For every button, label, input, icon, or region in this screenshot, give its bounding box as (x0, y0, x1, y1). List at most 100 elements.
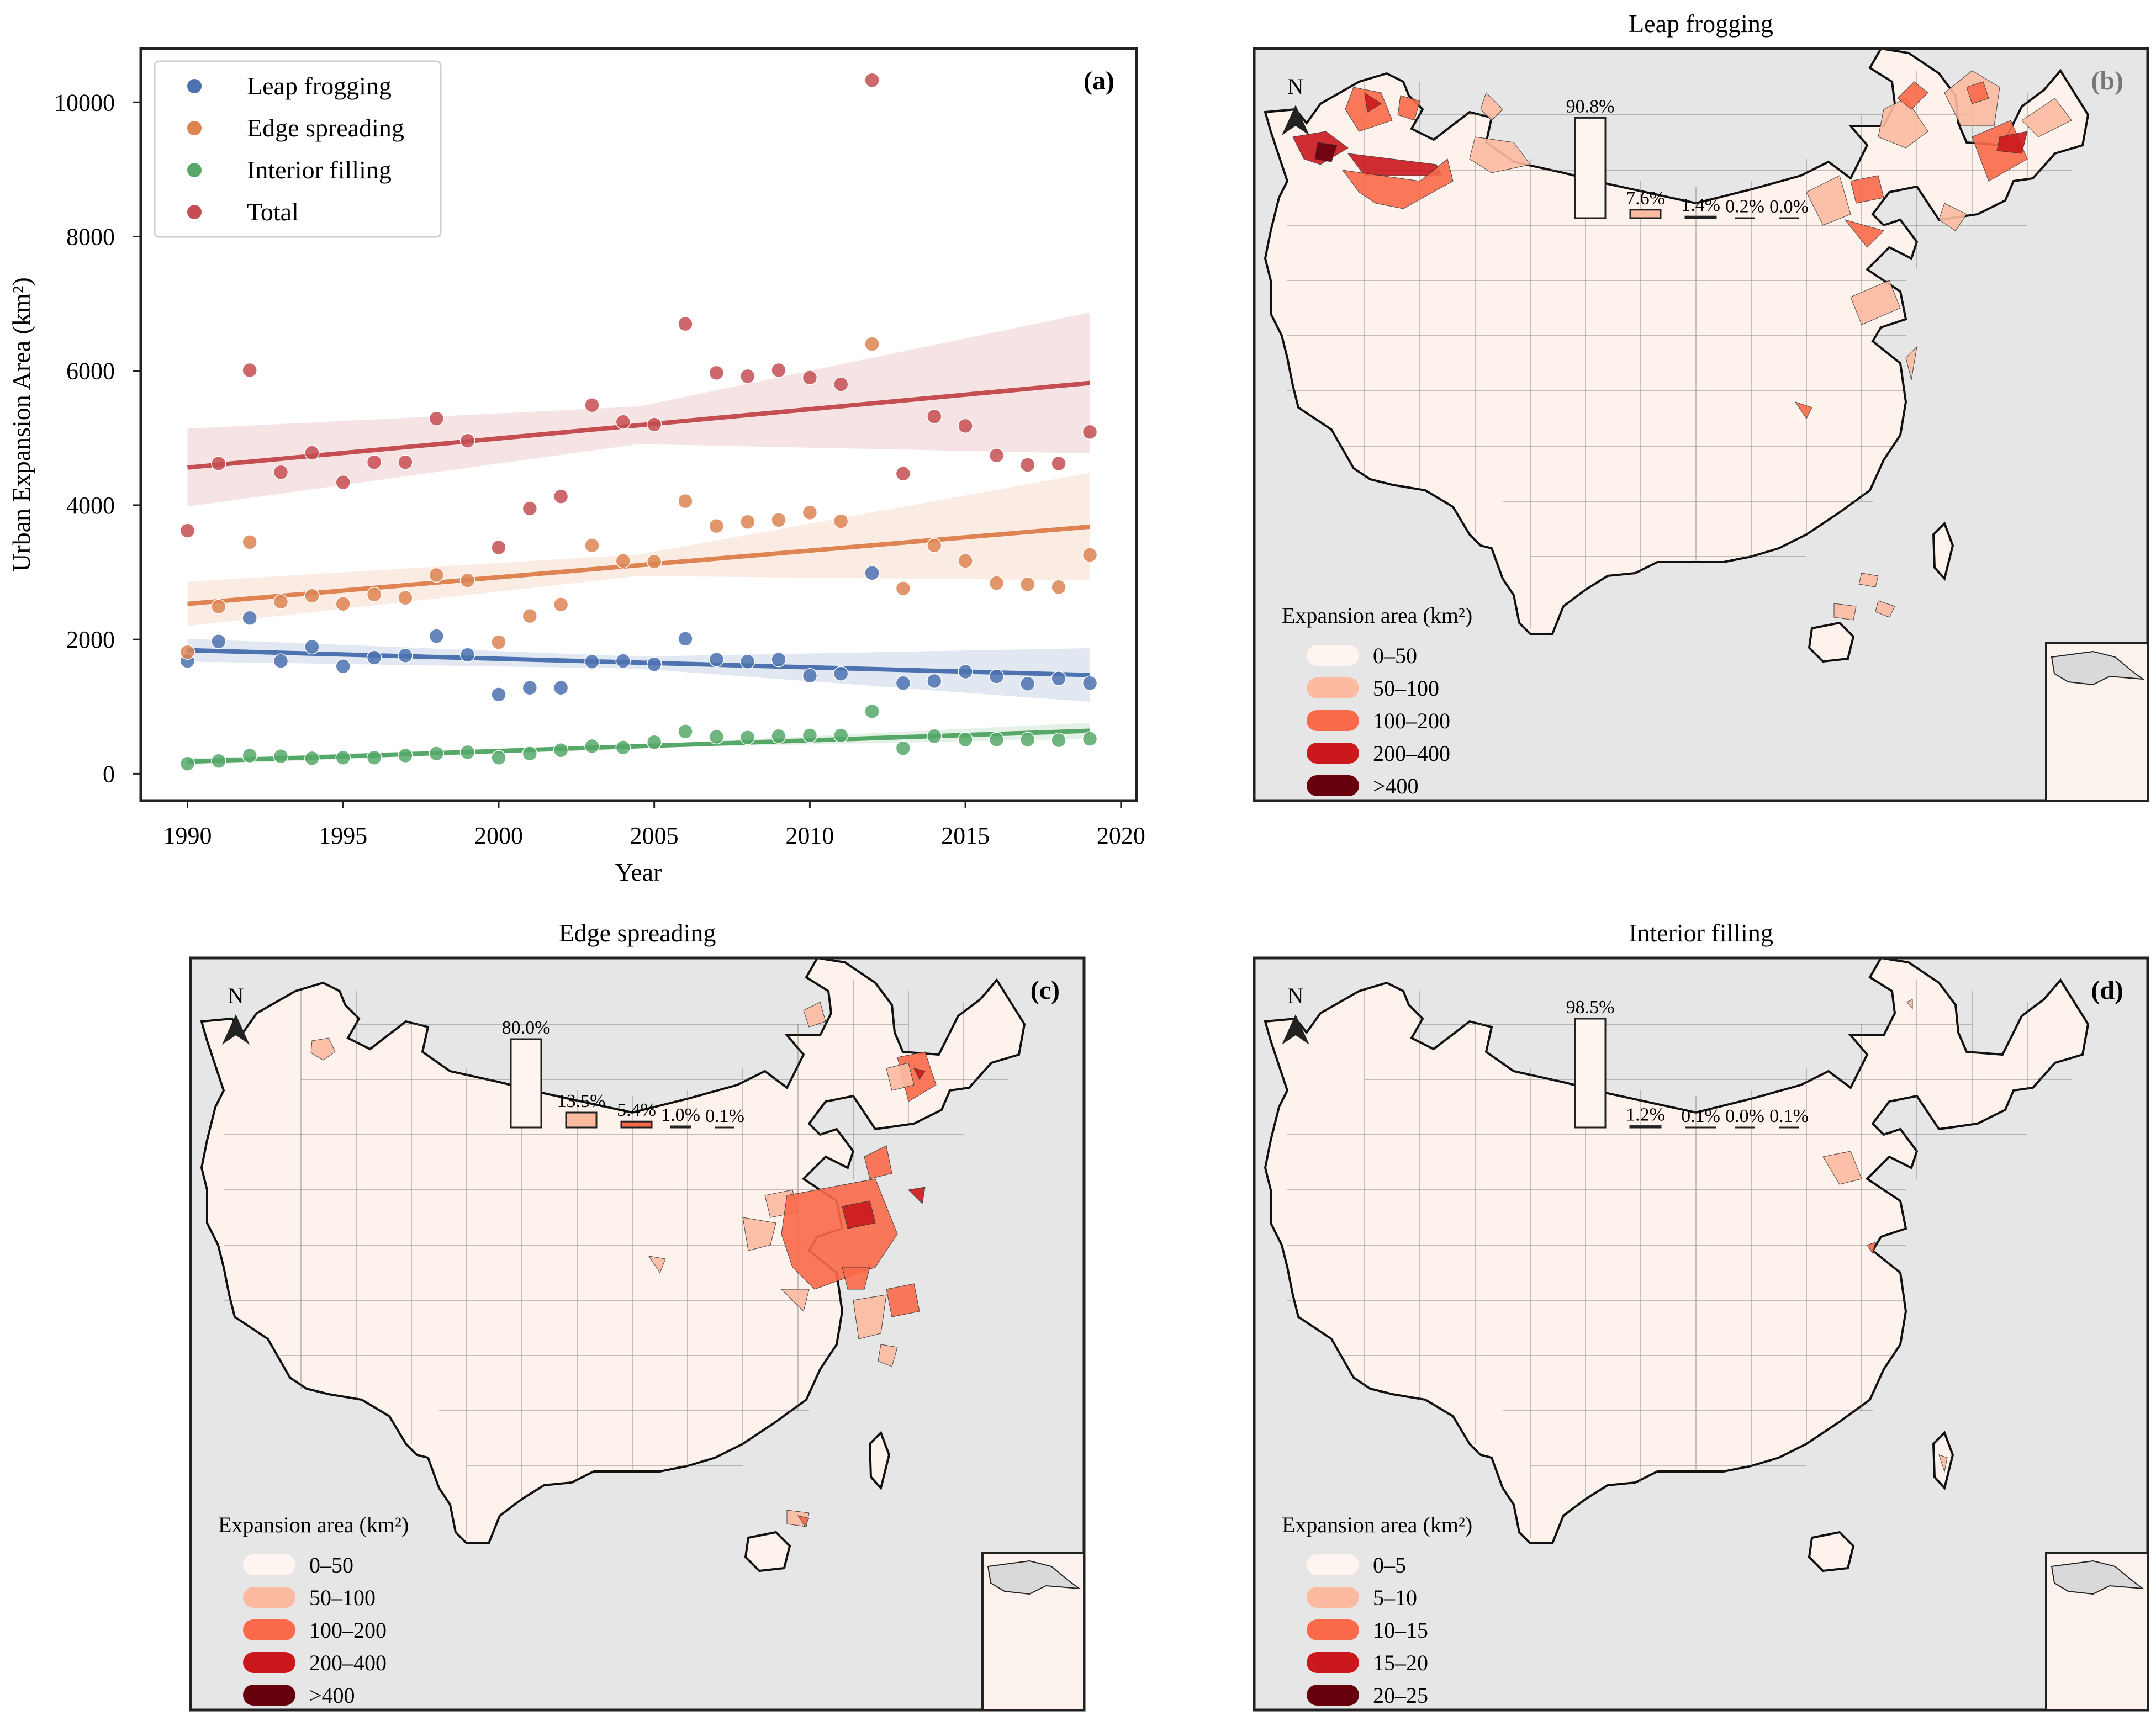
data-point (304, 750, 320, 766)
x-axis-label: Year (615, 858, 662, 886)
data-point (366, 750, 382, 765)
x-tick-label: 2000 (474, 822, 523, 849)
legend-swatch (1307, 1619, 1359, 1640)
x-tick-label: 2010 (785, 822, 834, 849)
share-bar-label: 0.1% (1681, 1106, 1720, 1126)
data-point (335, 659, 351, 674)
plot-frame (139, 47, 1138, 802)
trend-line (187, 728, 1090, 764)
data-point (459, 647, 475, 663)
legend-swatch (1307, 1587, 1359, 1608)
legend-label-total: Total (247, 198, 299, 226)
data-point (927, 538, 942, 553)
data-point (927, 673, 942, 689)
trend-line (187, 648, 1090, 677)
north-arrow-icon (1282, 105, 1309, 135)
data-point (709, 729, 725, 745)
data-point (927, 409, 942, 425)
china-map (1264, 958, 2090, 1573)
trend-line (187, 524, 1090, 606)
north-arrow-icon (222, 1014, 250, 1045)
share-bar-label: 90.8% (1566, 96, 1615, 117)
data-point (1051, 579, 1066, 595)
data-point (678, 493, 693, 509)
x-tick-label: 1990 (163, 822, 212, 849)
data-point (211, 456, 226, 472)
data-point (522, 680, 538, 696)
data-point (335, 474, 351, 490)
panel-label: (d) (2091, 976, 2123, 1005)
legend-swatch (243, 1587, 295, 1608)
legend-label: 20–25 (1373, 1683, 1428, 1708)
data-point (242, 610, 257, 626)
legend-label: 0–50 (309, 1553, 353, 1577)
hotspot-regions (310, 1002, 937, 1527)
share-bar (670, 1125, 691, 1129)
share-bar (620, 1120, 653, 1129)
data-point (1082, 424, 1098, 440)
data-point (833, 377, 849, 392)
legend-label: >400 (1373, 774, 1419, 798)
north-label: N (1288, 983, 1304, 1008)
share-bar-label: 0.0% (1769, 197, 1809, 217)
data-point (802, 668, 818, 684)
county-borders (1287, 980, 2072, 1538)
legend-swatch (1307, 677, 1359, 698)
data-point (833, 728, 849, 743)
hainan-island (1808, 621, 1855, 663)
panel-label: (b) (2091, 66, 2123, 96)
data-point (864, 565, 880, 581)
data-point (553, 680, 569, 696)
data-point (273, 464, 289, 480)
data-point (1082, 547, 1098, 563)
legend-label-edge: Edge spreading (247, 114, 404, 142)
data-point (678, 631, 693, 647)
share-bars: 90.8% 7.6% 1.4% 0.2% 0.0% (1566, 96, 1809, 219)
data-point (179, 644, 195, 660)
data-point (678, 723, 693, 739)
data-point (709, 365, 725, 381)
north-arrow: N (222, 983, 250, 1045)
y-tick-label: 0 (103, 760, 115, 787)
share-bar (1684, 215, 1717, 219)
y-tick-label: 10000 (54, 89, 115, 116)
china-map (1264, 49, 2090, 663)
data-point (615, 414, 631, 430)
data-point (739, 654, 755, 670)
data-point (1020, 676, 1035, 692)
data-point (1082, 731, 1098, 746)
y-tick-label: 6000 (66, 358, 115, 385)
north-arrow: N (1282, 74, 1309, 135)
legend-swatch (1307, 1554, 1359, 1575)
legend: Expansion area (km²) 0–5 5–10 10–15 15–20 20–… (1282, 1512, 1472, 1708)
confidence-band (187, 312, 1090, 507)
data-point (304, 639, 320, 655)
share-bar-label: 98.5% (1566, 997, 1615, 1018)
data-point (615, 553, 631, 569)
legend-marker-leap (187, 79, 202, 93)
data-point (1051, 670, 1066, 686)
data-point (895, 740, 911, 756)
legend-swatch (1307, 710, 1359, 731)
data-point (802, 505, 818, 521)
data-point (553, 597, 569, 612)
legend-swatch (243, 1619, 295, 1640)
taiwan-island (1932, 521, 1954, 581)
legend-swatch (1307, 645, 1359, 666)
data-point (459, 433, 475, 448)
legend-label: 50–100 (1373, 676, 1439, 701)
data-point (491, 687, 506, 702)
legend-swatch (243, 1652, 295, 1673)
share-bar (1574, 117, 1607, 219)
hotspot-regions (1822, 999, 1948, 1473)
data-point (491, 634, 506, 650)
inset-coast (2051, 1560, 2145, 1595)
data-point (211, 599, 226, 615)
legend-label: 100–200 (1373, 708, 1450, 733)
data-point (895, 675, 911, 691)
data-point (429, 628, 445, 644)
data-point (646, 734, 662, 750)
data-point (771, 362, 786, 378)
hotspot-regions (1292, 70, 2072, 621)
